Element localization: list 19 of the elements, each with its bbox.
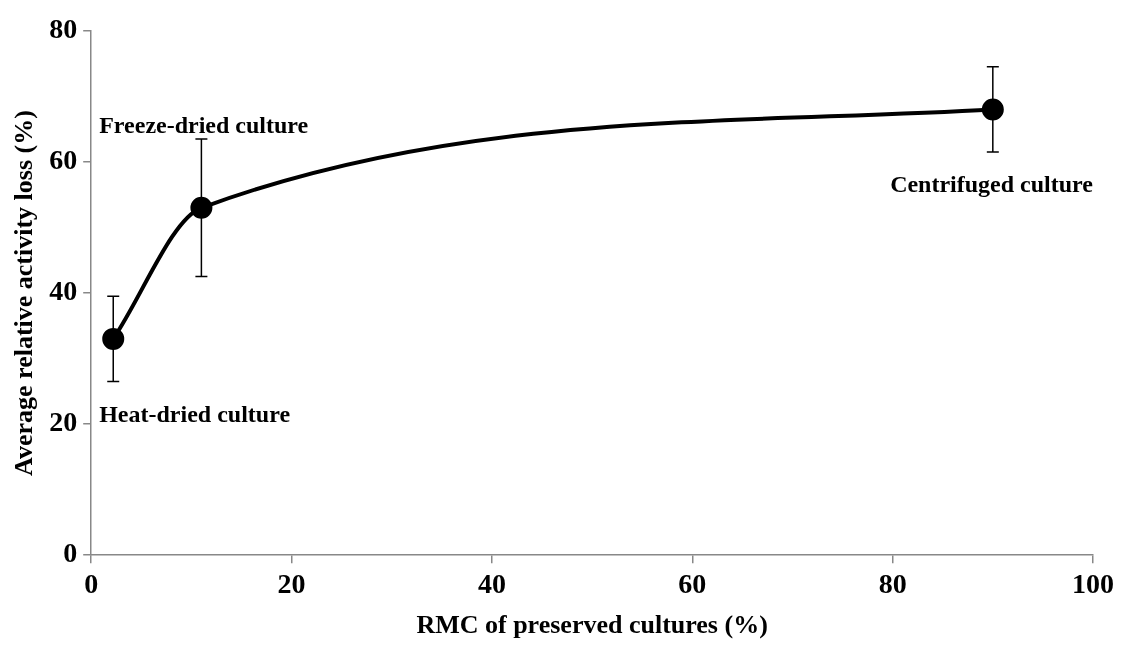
y-tick-label: 0 xyxy=(63,537,78,569)
x-tick-label: 100 xyxy=(1072,568,1114,600)
x-tick-label: 40 xyxy=(477,568,506,600)
y-tick-label: 60 xyxy=(49,144,78,176)
annotation: Centrifuged culture xyxy=(890,171,1094,198)
x-tick-label: 60 xyxy=(678,568,707,600)
annotation: Freeze-dried culture xyxy=(99,112,309,139)
x-tick-label: 0 xyxy=(84,568,99,600)
point xyxy=(190,196,213,219)
x-tick-label: 20 xyxy=(277,568,306,600)
point xyxy=(102,327,125,350)
y-axis-title: Average relative activity loss (%) xyxy=(9,110,39,476)
annotation: Heat-dried culture xyxy=(99,400,291,427)
x-tick-label: 80 xyxy=(878,568,907,600)
y-tick-label: 20 xyxy=(49,406,78,438)
point xyxy=(981,98,1004,121)
y-tick-label: 40 xyxy=(49,275,78,307)
x-axis-title: RMC of preserved cultures (%) xyxy=(416,610,768,640)
y-tick-label: 80 xyxy=(49,13,78,45)
